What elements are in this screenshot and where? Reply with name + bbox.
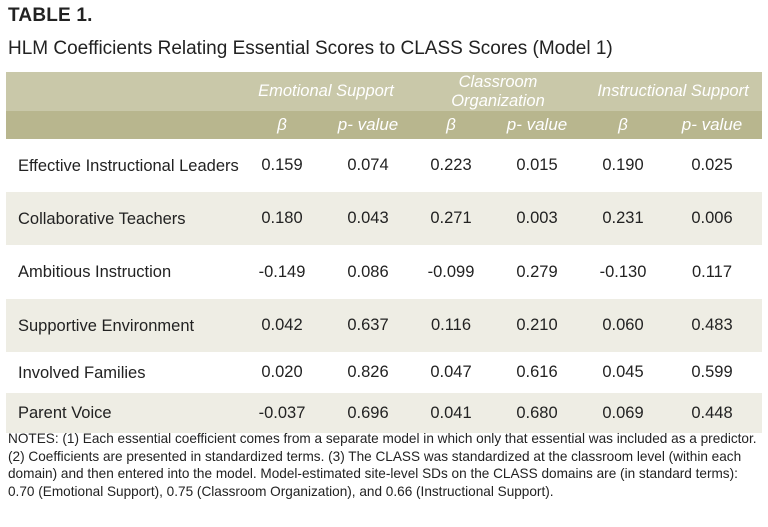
sub-header-p-value: p- value (324, 111, 412, 139)
cell-value: 0.696 (324, 393, 412, 433)
cell-value: 0.483 (662, 299, 762, 352)
cell-value: 0.086 (324, 245, 412, 299)
cell-value: -0.037 (240, 393, 324, 433)
row-label: Supportive Environment (6, 299, 240, 352)
header-corner (6, 72, 240, 111)
coefficients-table: Emotional Support Classroom Organization… (6, 72, 762, 433)
sub-header-corner (6, 111, 240, 139)
cell-value: 0.231 (584, 192, 662, 245)
cell-value: 0.074 (324, 139, 412, 192)
table-row: Ambitious Instruction -0.149 0.086 -0.09… (6, 245, 762, 299)
cell-value: 0.117 (662, 245, 762, 299)
row-label: Parent Voice (6, 393, 240, 433)
table-label: TABLE 1. (8, 5, 93, 26)
cell-value: 0.210 (490, 299, 584, 352)
sub-header-row: β p- value β p- value β p- value (6, 111, 762, 139)
cell-value: 0.223 (412, 139, 490, 192)
cell-value: 0.826 (324, 352, 412, 393)
cell-value: 0.190 (584, 139, 662, 192)
cell-value: 0.448 (662, 393, 762, 433)
sub-header-p-value: p- value (662, 111, 762, 139)
table-notes: NOTES: (1) Each essential coefficient co… (8, 431, 757, 499)
cell-value: 0.271 (412, 192, 490, 245)
row-label: Collaborative Teachers (6, 192, 240, 245)
row-label: Ambitious Instruction (6, 245, 240, 299)
cell-value: -0.099 (412, 245, 490, 299)
group-header-row: Emotional Support Classroom Organization… (6, 72, 762, 111)
cell-value: 0.041 (412, 393, 490, 433)
cell-value: 0.637 (324, 299, 412, 352)
table-row: Collaborative Teachers 0.180 0.043 0.271… (6, 192, 762, 245)
table-title: HLM Coefficients Relating Essential Scor… (8, 38, 613, 59)
table-row: Supportive Environment 0.042 0.637 0.116… (6, 299, 762, 352)
sub-header-beta: β (240, 111, 324, 139)
group-header-emotional-support: Emotional Support (240, 72, 412, 111)
cell-value: -0.130 (584, 245, 662, 299)
sub-header-beta: β (412, 111, 490, 139)
row-label: Involved Families (6, 352, 240, 393)
cell-value: 0.060 (584, 299, 662, 352)
cell-value: 0.116 (412, 299, 490, 352)
table-row: Effective Instructional Leaders 0.159 0.… (6, 139, 762, 192)
cell-value: 0.599 (662, 352, 762, 393)
table-row: Involved Families 0.020 0.826 0.047 0.61… (6, 352, 762, 393)
cell-value: 0.003 (490, 192, 584, 245)
cell-value: 0.279 (490, 245, 584, 299)
sub-header-p-value: p- value (490, 111, 584, 139)
sub-header-beta: β (584, 111, 662, 139)
cell-value: 0.180 (240, 192, 324, 245)
group-header-instructional-support: Instructional Support (584, 72, 762, 111)
cell-value: 0.020 (240, 352, 324, 393)
cell-value: 0.042 (240, 299, 324, 352)
group-header-classroom-organization: Classroom Organization (412, 72, 584, 111)
table-row: Parent Voice -0.037 0.696 0.041 0.680 0.… (6, 393, 762, 433)
cell-value: 0.159 (240, 139, 324, 192)
cell-value: 0.015 (490, 139, 584, 192)
cell-value: -0.149 (240, 245, 324, 299)
cell-value: 0.045 (584, 352, 662, 393)
cell-value: 0.680 (490, 393, 584, 433)
cell-value: 0.047 (412, 352, 490, 393)
cell-value: 0.043 (324, 192, 412, 245)
cell-value: 0.025 (662, 139, 762, 192)
cell-value: 0.616 (490, 352, 584, 393)
row-label: Effective Instructional Leaders (6, 139, 240, 192)
cell-value: 0.006 (662, 192, 762, 245)
cell-value: 0.069 (584, 393, 662, 433)
